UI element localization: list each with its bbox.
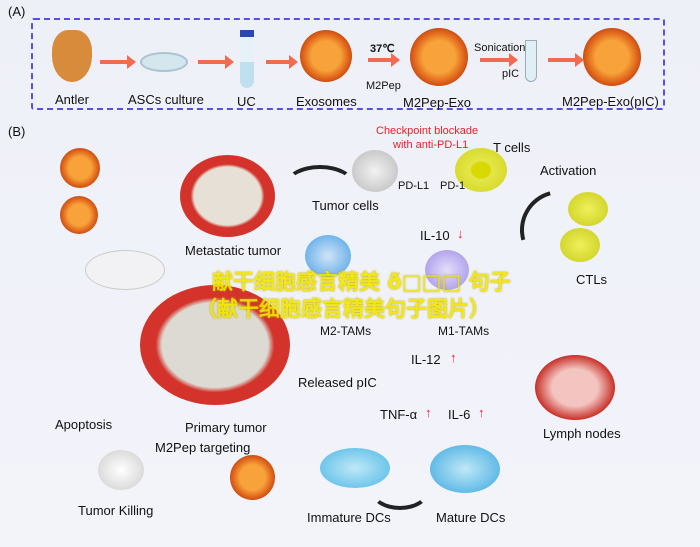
ctl-cell — [568, 192, 608, 226]
watermark-line-2: （献干细胞感言精美句子图片） — [196, 297, 490, 321]
il12-label: IL-12 — [411, 352, 441, 367]
step-uc: UC — [237, 94, 256, 109]
mature-dcs-label: Mature DCs — [436, 510, 506, 525]
m2-tam-cell — [305, 235, 351, 277]
step-exosomes: Exosomes — [296, 94, 357, 109]
up-arrow: ↑ — [478, 405, 485, 420]
immature-dc-cell — [320, 448, 390, 488]
deer-icon — [52, 30, 92, 82]
arrow — [266, 55, 298, 69]
step-m2pep-exo: M2Pep-Exo — [403, 95, 471, 110]
mouse-icon — [85, 250, 165, 290]
m2pep-targeting-label: M2Pep targeting — [155, 440, 251, 455]
t-cell — [455, 148, 507, 192]
m2-tams-label: M2-TAMs — [320, 324, 372, 338]
sonication-label: Sonication — [474, 42, 526, 54]
lymph-nodes-label: Lymph nodes — [543, 426, 621, 441]
panel-b-label: (B) — [8, 124, 26, 139]
panel-a-box — [31, 18, 665, 110]
exosome-icon — [60, 148, 100, 188]
ctls-label: CTLs — [576, 272, 608, 287]
m1-tam-cell — [425, 250, 469, 290]
m2pep-exo-pic-icon — [583, 28, 641, 86]
tumor-killing-label: Tumor Killing — [78, 503, 154, 518]
m2pep-exo-icon — [410, 28, 468, 86]
checkpoint-label: Checkpoint blockade — [376, 125, 479, 137]
arrow — [198, 55, 234, 69]
cycle-arrow — [505, 175, 615, 285]
exosome-icon — [300, 30, 352, 82]
immature-dcs-label: Immature DCs — [307, 510, 391, 525]
arrow — [480, 53, 518, 67]
petri-dish-icon — [140, 52, 188, 72]
checkpoint-label-2: with anti-PD-L1 — [393, 139, 469, 151]
released-pic-label: Released pIC — [298, 375, 377, 390]
m1-tams-label: M1-TAMs — [438, 324, 490, 338]
cycle-arrow — [370, 470, 430, 510]
watermark-line-1: 献干细胞感言精美 ð□□□ 句子 — [212, 270, 511, 294]
activation-label: Activation — [540, 163, 597, 178]
exosome-icon — [230, 455, 275, 500]
panel-a-label: (A) — [8, 4, 26, 19]
arrow — [368, 53, 400, 67]
step-m2pep-exo-pic: M2Pep-Exo(pIC) — [562, 94, 659, 109]
t-cells-label: T cells — [493, 140, 531, 155]
tube-icon — [240, 30, 254, 88]
temperature-label: 37℃ — [370, 43, 395, 55]
step-antler: Antler — [55, 92, 89, 107]
il10-label: IL-10 — [420, 228, 450, 243]
metastatic-tumor-image — [180, 155, 275, 237]
sonication-tube-icon — [525, 40, 537, 82]
arrow — [548, 53, 584, 67]
pic-label: pIC — [502, 68, 520, 80]
arrow — [100, 55, 136, 69]
cycle-arrow — [285, 165, 355, 205]
tumor-cell — [352, 150, 398, 192]
mature-dc-cell — [430, 445, 500, 493]
metastatic-tumor-label: Metastatic tumor — [185, 243, 282, 258]
dead-tumor-cell — [98, 450, 144, 490]
il6-label: IL-6 — [448, 407, 471, 422]
pd-l1-label: PD-L1 — [398, 180, 430, 192]
lymph-node-image — [535, 355, 615, 420]
ctl-cell — [560, 228, 600, 262]
tnf-label: TNF-α — [380, 407, 418, 422]
step-ascs-culture: ASCs culture — [128, 92, 204, 107]
up-arrow: ↑ — [425, 405, 432, 420]
down-arrow: ↓ — [457, 226, 464, 241]
pd-1-label: PD-1 — [440, 180, 466, 192]
apoptosis-label: Apoptosis — [55, 417, 113, 432]
m2pep-label: M2Pep — [366, 80, 401, 92]
primary-tumor-image — [140, 285, 290, 405]
primary-tumor-label: Primary tumor — [185, 420, 267, 435]
exosome-icon — [60, 196, 98, 234]
up-arrow: ↑ — [450, 350, 457, 365]
